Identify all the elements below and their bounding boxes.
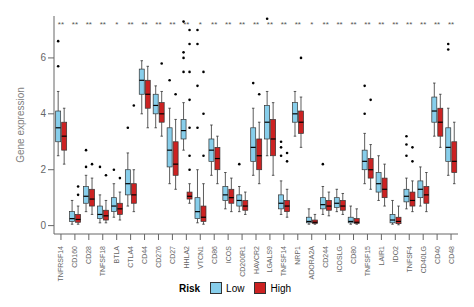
svg-text:**: **: [239, 20, 245, 29]
svg-text:**: **: [169, 20, 175, 29]
html-text:Risk: Risk: [179, 282, 201, 294]
svg-text:TNFSF4: TNFSF4: [406, 246, 413, 273]
svg-text:**: **: [267, 20, 273, 29]
svg-text:ICOSLG: ICOSLG: [336, 246, 343, 272]
svg-text:**: **: [225, 20, 231, 29]
svg-text:*: *: [115, 20, 118, 29]
svg-text:**: **: [295, 20, 301, 29]
svg-text:**: **: [211, 20, 217, 29]
svg-text:**: **: [183, 20, 189, 29]
svg-text:BTLA: BTLA: [113, 246, 120, 264]
svg-text:CD48: CD48: [448, 246, 455, 264]
svg-text:6: 6: [40, 52, 46, 63]
svg-text:ICOS: ICOS: [225, 246, 232, 263]
svg-text:TNFRSF14: TNFRSF14: [57, 246, 64, 282]
svg-text:**: **: [253, 20, 259, 29]
svg-text:**: **: [281, 20, 287, 29]
svg-text:CD40: CD40: [434, 246, 441, 264]
svg-text:CD40LG: CD40LG: [420, 246, 427, 273]
svg-text:*: *: [310, 20, 313, 29]
svg-text:**: **: [392, 20, 398, 29]
svg-text:**: **: [323, 20, 329, 29]
svg-text:LAIR1: LAIR1: [378, 246, 385, 266]
svg-text:CD276: CD276: [155, 246, 162, 268]
svg-text:ADORA2A: ADORA2A: [308, 246, 315, 280]
svg-text:**: **: [86, 20, 92, 29]
svg-text:CD200R1: CD200R1: [239, 246, 246, 277]
svg-text:4: 4: [40, 108, 46, 119]
svg-text:**: **: [434, 20, 440, 29]
svg-text:TNFSF14: TNFSF14: [280, 246, 287, 276]
svg-text:Gene expression: Gene expression: [15, 87, 26, 163]
svg-text:CD27: CD27: [169, 246, 176, 264]
svg-text:CD244: CD244: [322, 246, 329, 268]
svg-text:**: **: [350, 20, 356, 29]
svg-text:**: **: [100, 20, 106, 29]
html-text:Low: Low: [226, 282, 245, 294]
svg-text:IDO2: IDO2: [392, 246, 399, 262]
svg-text:CTLA4: CTLA4: [127, 246, 134, 268]
svg-text:VTCN1: VTCN1: [197, 246, 204, 269]
svg-text:CD86: CD86: [211, 246, 218, 264]
svg-text:CD80: CD80: [350, 246, 357, 264]
svg-text:HHLA2: HHLA2: [183, 246, 190, 269]
svg-text:**: **: [72, 20, 78, 29]
svg-text:2: 2: [40, 164, 46, 175]
svg-text:**: **: [155, 20, 161, 29]
svg-text:0: 0: [40, 220, 46, 231]
svg-text:**: **: [448, 20, 454, 29]
svg-text:**: **: [336, 20, 342, 29]
svg-text:NRP1: NRP1: [294, 246, 301, 265]
svg-text:HAVCR2: HAVCR2: [253, 246, 260, 274]
svg-text:CD44: CD44: [141, 246, 148, 264]
svg-text:**: **: [58, 20, 64, 29]
svg-text:**: **: [128, 20, 134, 29]
svg-text:TNFSF18: TNFSF18: [99, 246, 106, 276]
svg-text:CD160: CD160: [71, 246, 78, 268]
svg-text:**: **: [364, 20, 370, 29]
svg-text:*: *: [199, 20, 202, 29]
html-text:High: High: [270, 282, 291, 294]
svg-text:**: **: [420, 20, 426, 29]
svg-text:**: **: [378, 20, 384, 29]
svg-text:CD28: CD28: [85, 246, 92, 264]
svg-text:LGALS9: LGALS9: [266, 246, 273, 273]
svg-text:**: **: [141, 20, 147, 29]
svg-text:TNFSF15: TNFSF15: [364, 246, 371, 276]
svg-text:**: **: [406, 20, 412, 29]
